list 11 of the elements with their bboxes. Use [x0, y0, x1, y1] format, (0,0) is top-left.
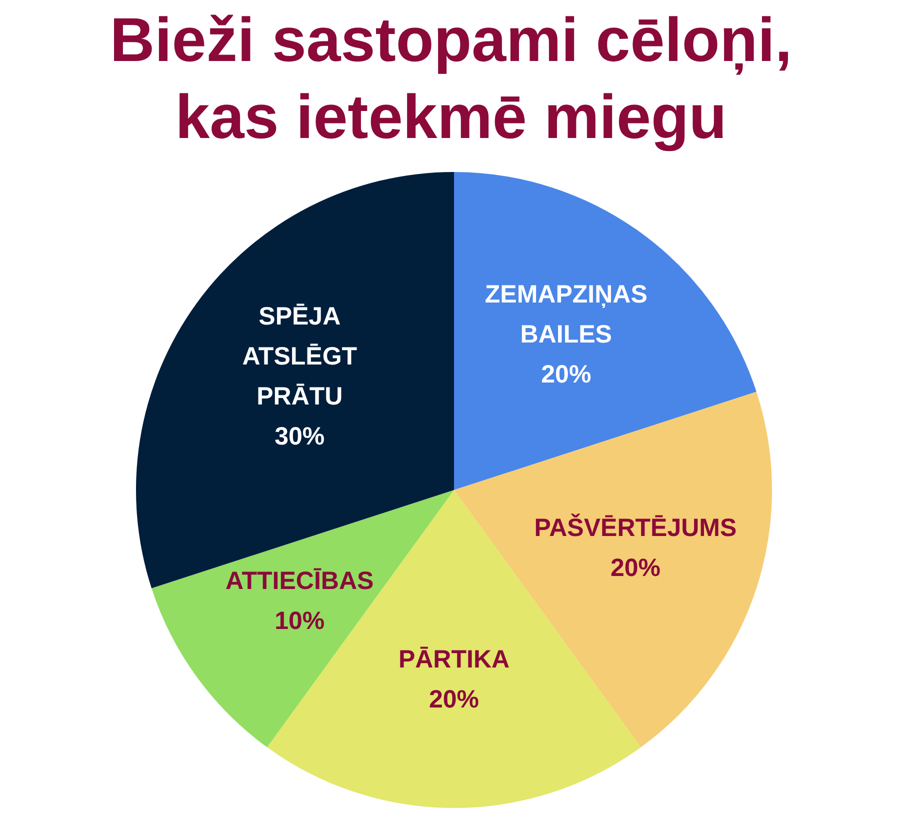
slice-label: PAŠVĒRTĒJUMS: [534, 512, 737, 542]
data-label: 10%: [274, 607, 325, 636]
slice-label: ZEMAPZIŅAS BAILES: [484, 280, 648, 349]
data-label: 20%: [428, 686, 480, 714]
data-label: 30%: [274, 422, 325, 451]
slice-label: PĀRTIKA: [398, 646, 510, 674]
slice-label: SPĒJA ATSLĒGT PRĀTU: [242, 302, 358, 411]
data-label: 20%: [610, 554, 660, 582]
chart-title: Bieži sastopami cēloņi, kas ietekmē miegu: [108, 5, 794, 154]
slice-label: ATTIECĪBAS: [226, 567, 374, 596]
data-label: 20%: [541, 360, 592, 389]
